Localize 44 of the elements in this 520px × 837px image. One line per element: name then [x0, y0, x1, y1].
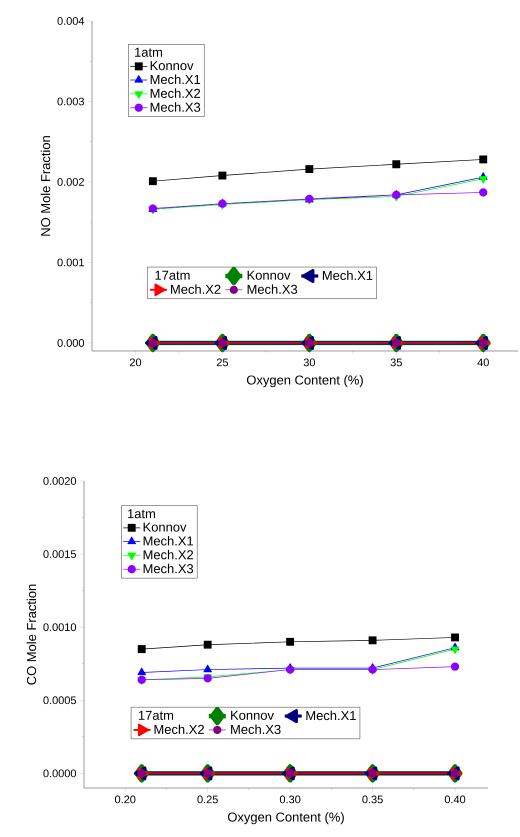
text: 1atm	[128, 509, 155, 518]
legend-label: Mech.X1	[322, 270, 372, 280]
x-tick-label: 20	[130, 358, 142, 366]
x-axis-title: Oxygen Content (%)	[246, 375, 363, 388]
y-tick-label: 0.0015	[43, 550, 76, 558]
y-tick-label: 0.002	[57, 178, 84, 186]
legend-label: Mech.X3	[144, 564, 194, 574]
y-tick-label: 0.0020	[43, 477, 76, 485]
y-tick-label: 0.0005	[43, 696, 76, 704]
x-tick-label: 25	[216, 358, 228, 366]
legend-label: Mech.X1	[306, 710, 356, 720]
legend-label: Mech.X2	[154, 724, 204, 734]
text: 17atm	[138, 710, 174, 720]
legend-label: Mech.X2	[150, 88, 200, 98]
y-tick-label: 0.0010	[43, 623, 76, 632]
legend-label: Mech.X3	[231, 724, 281, 734]
y-tick-label: 0.001	[57, 258, 84, 266]
legend-label: Mech.X1	[150, 74, 200, 84]
text: 17atm	[155, 270, 190, 280]
legend-label: Konnov	[150, 61, 194, 70]
legend-label: Mech.X3	[150, 102, 200, 112]
y-tick-label: 0.000	[57, 339, 84, 347]
legend-label: Konnov	[248, 270, 290, 280]
y-tick-label: 0.0000	[43, 770, 76, 778]
y-tick-label: 0.003	[57, 98, 84, 106]
legend-label: Mech.X2	[144, 550, 194, 560]
y-axis-title: CO Mole Fraction	[26, 584, 36, 685]
x-tick-label: 0.35	[362, 796, 383, 804]
legend-label: Mech.X2	[171, 284, 220, 294]
y-tick-label: 0.004	[57, 17, 84, 25]
x-axis-title: Oxygen Content (%)	[228, 812, 344, 824]
x-tick-label: 30	[304, 358, 316, 366]
legend-label: Konnov	[144, 522, 186, 532]
text: 1atm	[135, 48, 162, 57]
x-tick-label: 35	[390, 358, 402, 366]
legend-label: Mech.X3	[248, 284, 298, 294]
x-tick-label: 0.30	[280, 796, 300, 804]
legend-label: Mech.X1	[144, 536, 194, 546]
legend-label: Konnov	[231, 710, 274, 720]
x-tick-label: 40	[477, 358, 489, 366]
x-tick-label: 0.20	[114, 796, 136, 804]
x-tick-label: 0.25	[197, 796, 218, 804]
x-tick-label: 0.40	[444, 796, 466, 804]
y-axis-title: NO Mole Fraction	[40, 136, 50, 236]
